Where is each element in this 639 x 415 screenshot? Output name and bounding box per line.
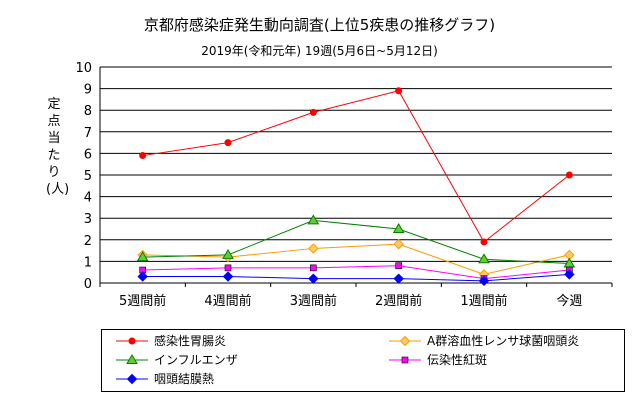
data-point [309, 108, 317, 116]
data-point [139, 152, 147, 160]
legend-label: A群溶血性レンサ球菌咽頭炎 [427, 334, 580, 348]
data-point [224, 139, 232, 147]
series-line [142, 90, 570, 243]
series-line [142, 273, 570, 282]
series-line [142, 243, 570, 275]
y-tick-label: 7 [84, 126, 92, 141]
y-tick-label: 0 [84, 277, 92, 292]
series-4 [137, 269, 575, 287]
y-tick-label: 2 [84, 234, 92, 249]
legend-label: インフルエンザ [154, 353, 238, 367]
chart-subtitle: 2019年(令和元年) 19週(5月6日~5月12日) [201, 44, 438, 58]
data-point [478, 253, 490, 264]
legend-label: 咽頭結膜熱 [154, 372, 215, 386]
y-tick-label: 6 [84, 147, 92, 162]
legend-swatch [389, 356, 421, 364]
line-chart: 0 1 2 3 4 5 6 7 8 9 10 5週間前 4週間前 3週間前 2週間前 1週間前 今週 [75, 61, 613, 309]
y-tick-label: 1 [84, 255, 92, 270]
x-tick-label: 5週間前 [119, 293, 166, 309]
data-point [563, 257, 576, 268]
y-tick-label: 10 [75, 61, 92, 76]
legend-swatch [116, 337, 148, 345]
chart-title: 京都府感染症発生動向調査(上位5疾患の推移グラフ) [143, 16, 496, 34]
data-point [393, 273, 404, 284]
series-0 [139, 87, 573, 246]
legend-marker [126, 373, 138, 385]
x-tick-label: 4週間前 [204, 293, 251, 309]
series-line [142, 265, 570, 280]
legend-swatch [116, 373, 148, 385]
legend-marker [399, 335, 411, 347]
data-point [395, 87, 403, 95]
data-point [137, 271, 148, 282]
series-1 [137, 238, 575, 280]
series-2 [136, 214, 576, 268]
legend-label: 感染性胃腸炎 [154, 334, 227, 348]
data-point [308, 243, 319, 254]
y-tick-label: 8 [84, 104, 92, 119]
legend-label: 伝染性紅斑 [427, 353, 488, 367]
data-point [393, 238, 404, 250]
data-point [565, 171, 573, 179]
data-point [136, 251, 149, 262]
y-tick-label: 3 [84, 212, 92, 227]
legend-marker [128, 337, 136, 345]
series-line [142, 219, 570, 265]
data-point [392, 223, 405, 233]
data-point [395, 262, 402, 270]
x-tick-label: 3週間前 [290, 293, 337, 309]
data-point [222, 271, 234, 282]
data-point [224, 264, 232, 272]
y-tick-label: 4 [84, 191, 92, 206]
data-point [478, 275, 490, 287]
legend-swatch [389, 335, 421, 347]
data-point [308, 273, 319, 284]
legend-swatch [116, 354, 148, 364]
chart-legend: 感染性胃腸炎 A群溶血性レンサ球菌咽頭炎インフルエンザ 伝染性紅斑咽頭結膜熱 [101, 329, 625, 392]
data-point [310, 264, 317, 272]
y-tick-label: 9 [84, 83, 92, 98]
data-point [307, 214, 320, 225]
data-point [564, 269, 575, 280]
data-point [222, 248, 234, 259]
data-point [480, 238, 488, 246]
x-tick-label: 1週間前 [460, 293, 507, 309]
x-tick-label: 今週 [556, 293, 582, 309]
legend-marker [126, 354, 138, 364]
y-tick-label: 5 [84, 169, 92, 184]
x-tick-label: 2週間前 [375, 293, 422, 309]
legend-marker [401, 356, 409, 364]
